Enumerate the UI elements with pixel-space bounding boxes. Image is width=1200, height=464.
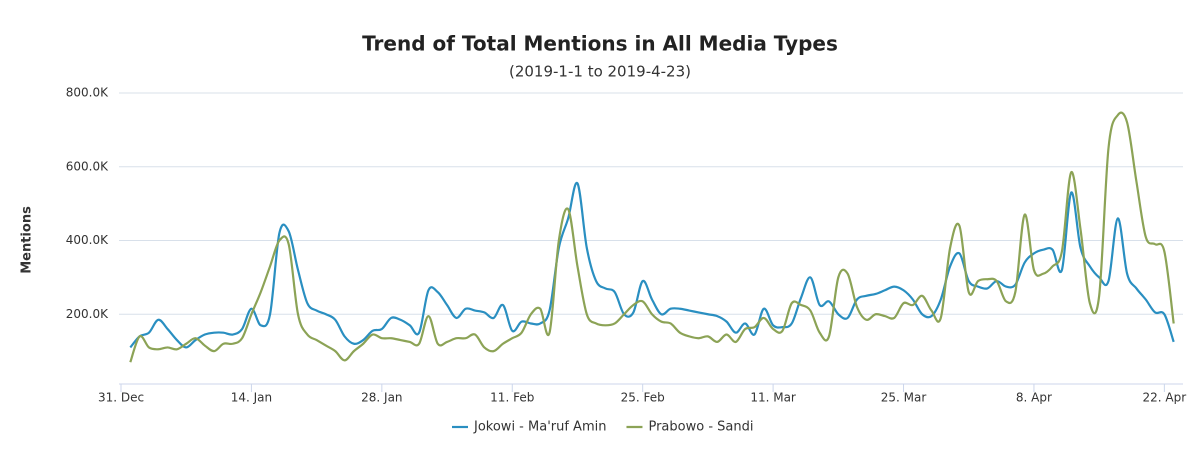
x-tick-label: 11. Feb: [490, 391, 534, 405]
y-tick-label: 800.0K: [66, 86, 109, 100]
x-tick-label: 22. Apr: [1143, 391, 1187, 405]
x-tick-label: 14. Jan: [231, 391, 272, 405]
x-tick-label: 28. Jan: [361, 391, 402, 405]
y-axis-label: Mentions: [20, 206, 35, 274]
x-tick-label: 25. Mar: [881, 391, 927, 405]
y-tick-label: 200.0K: [66, 307, 109, 321]
legend-label: Prabowo - Sandi: [648, 420, 753, 435]
x-tick-label: 8. Apr: [1016, 391, 1052, 405]
chart-title: Trend of Total Mentions in All Media Typ…: [362, 32, 838, 56]
y-tick-label: 600.0K: [66, 159, 109, 173]
x-tick-label: 11. Mar: [750, 391, 796, 405]
y-tick-label: 400.0K: [66, 233, 109, 247]
x-tick-label: 25. Feb: [621, 391, 665, 405]
legend-label: Jokowi - Ma'ruf Amin: [473, 420, 606, 435]
x-tick-label: 31. Dec: [98, 391, 144, 405]
series-line: [129, 181, 1175, 349]
series-line: [129, 111, 1175, 363]
chart-subtitle: (2019-1-1 to 2019-4-23): [509, 63, 691, 81]
